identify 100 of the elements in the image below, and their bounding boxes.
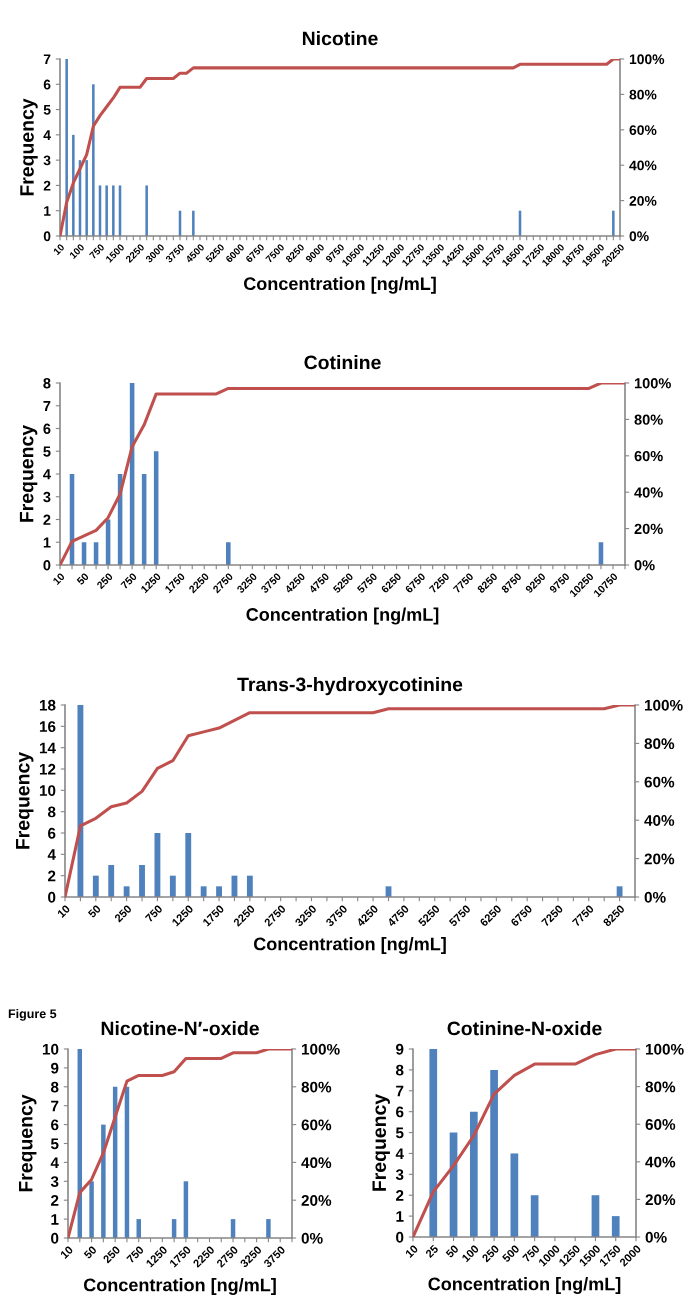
- bar: [200, 886, 207, 897]
- bar: [65, 59, 68, 236]
- bar: [246, 875, 253, 897]
- y-tick-label: 4: [43, 130, 51, 140]
- x-tick-label: 100: [69, 243, 85, 260]
- x-tick-label: 750: [126, 1245, 145, 1264]
- bar: [136, 1219, 141, 1238]
- x-tick-label: 50: [83, 1245, 98, 1260]
- bar: [469, 1111, 478, 1237]
- x-tick-label: 50: [87, 904, 102, 919]
- y2-tick-label: 40%: [645, 1156, 676, 1168]
- y-tick-label: 7: [396, 1085, 404, 1097]
- x-axis-title: Concentration [ng/mL]: [253, 937, 446, 954]
- bar: [108, 865, 115, 897]
- y-tick-label: 0: [48, 891, 56, 903]
- y2-tick-label: 0%: [644, 891, 666, 903]
- y-tick-label: 1: [51, 1214, 59, 1225]
- y2-tick-label: 40%: [634, 487, 663, 498]
- bar: [429, 1049, 438, 1237]
- bar: [510, 1153, 519, 1237]
- bar: [77, 705, 84, 897]
- y2-tick-label: 0%: [301, 1232, 323, 1244]
- y-tick-label: 10: [39, 785, 56, 797]
- chart-title: Nicotine-N′-oxide: [101, 1021, 259, 1036]
- y2-tick-label: 60%: [645, 1119, 676, 1130]
- bar: [92, 84, 95, 236]
- y-tick-label: 10: [42, 1043, 59, 1055]
- y2-tick-label: 0%: [629, 231, 649, 242]
- bar: [105, 185, 108, 236]
- y2-tick-label: 20%: [634, 523, 663, 535]
- bar: [490, 1069, 498, 1237]
- y-axis-title: Frequency: [372, 1093, 390, 1191]
- y2-tick-label: 0%: [634, 560, 655, 571]
- y2-tick-label: 0%: [645, 1231, 667, 1243]
- y-tick-label: 3: [395, 1169, 404, 1181]
- y-tick-label: 8: [50, 1081, 59, 1093]
- y-tick-label: 4: [47, 849, 56, 860]
- y-tick-label: 5: [50, 1138, 59, 1150]
- y2-tick-label: 80%: [645, 1081, 676, 1093]
- y-tick-label: 5: [43, 105, 51, 115]
- y2-tick-label: 20%: [301, 1195, 332, 1206]
- y2-tick-label: 40%: [629, 160, 657, 171]
- y-tick-label: 1: [396, 1211, 404, 1222]
- bar: [185, 833, 192, 897]
- x-tick-label: 500: [501, 1244, 520, 1263]
- chart-title: Cotinine: [304, 355, 381, 370]
- bar: [226, 542, 231, 565]
- y-tick-label: 2: [43, 514, 51, 525]
- bar: [85, 160, 88, 236]
- bar: [123, 886, 130, 897]
- y-tick-label: 6: [396, 1106, 404, 1118]
- y-tick-label: 6: [48, 827, 56, 839]
- y-tick-label: 5: [43, 446, 51, 457]
- bar: [216, 886, 222, 897]
- y2-tick-label: 100%: [644, 699, 683, 711]
- y-tick-label: 18: [39, 699, 56, 711]
- y-tick-label: 8: [43, 378, 51, 389]
- y2-tick-label: 60%: [629, 125, 657, 135]
- caption: Figure 5: [8, 1009, 57, 1021]
- x-axis-title: Concentration [ng/mL]: [83, 1278, 276, 1295]
- x-tick-label: 100: [461, 1244, 480, 1263]
- x-axis-title: Concentration [ng/mL]: [246, 607, 439, 625]
- bar: [616, 886, 623, 897]
- x-tick-label: 250: [102, 1245, 121, 1264]
- y-tick-label: 1: [43, 537, 51, 548]
- y-axis-title: Frequency: [19, 424, 38, 522]
- x-tick-label: 750: [120, 572, 138, 590]
- y-tick-label: 7: [43, 54, 51, 65]
- x-tick-label: 50: [76, 572, 90, 586]
- y-tick-label: 2: [43, 180, 51, 191]
- bar: [92, 875, 99, 897]
- y-tick-label: 7: [43, 401, 51, 412]
- chart-title: Cotinine-N-oxide: [447, 1021, 602, 1036]
- y2-tick-label: 40%: [644, 815, 675, 826]
- y-tick-label: 0: [396, 1231, 404, 1243]
- y-tick-label: 2: [396, 1190, 404, 1201]
- y-tick-label: 3: [43, 155, 51, 166]
- y2-tick-label: 80%: [629, 89, 657, 100]
- y-tick-label: 14: [39, 742, 56, 754]
- bar: [612, 210, 615, 236]
- y-tick-label: 3: [43, 491, 51, 503]
- y-tick-label: 6: [43, 423, 51, 434]
- y-axis-title: Frequency: [16, 751, 34, 849]
- y-tick-label: 0: [43, 231, 51, 242]
- bar: [139, 865, 145, 897]
- y2-tick-label: 20%: [645, 1194, 676, 1206]
- x-tick-label: 750: [144, 904, 163, 923]
- chart-title: Trans-3-hydroxycotinine: [237, 677, 463, 696]
- y-tick-label: 8: [395, 1064, 404, 1076]
- x-tick-label: 25: [425, 1244, 439, 1259]
- y-tick-label: 12: [39, 763, 56, 775]
- bar: [101, 1124, 106, 1238]
- y-axis-title: Frequency: [20, 98, 38, 196]
- y2-tick-label: 60%: [644, 776, 675, 788]
- y2-tick-label: 20%: [644, 853, 675, 865]
- y2-tick-label: 100%: [634, 378, 671, 389]
- x-tick-label: 50: [445, 1244, 459, 1259]
- y-axis-title: Frequency: [19, 1094, 37, 1192]
- y-tick-label: 0: [43, 560, 51, 571]
- y2-tick-label: 80%: [634, 414, 663, 425]
